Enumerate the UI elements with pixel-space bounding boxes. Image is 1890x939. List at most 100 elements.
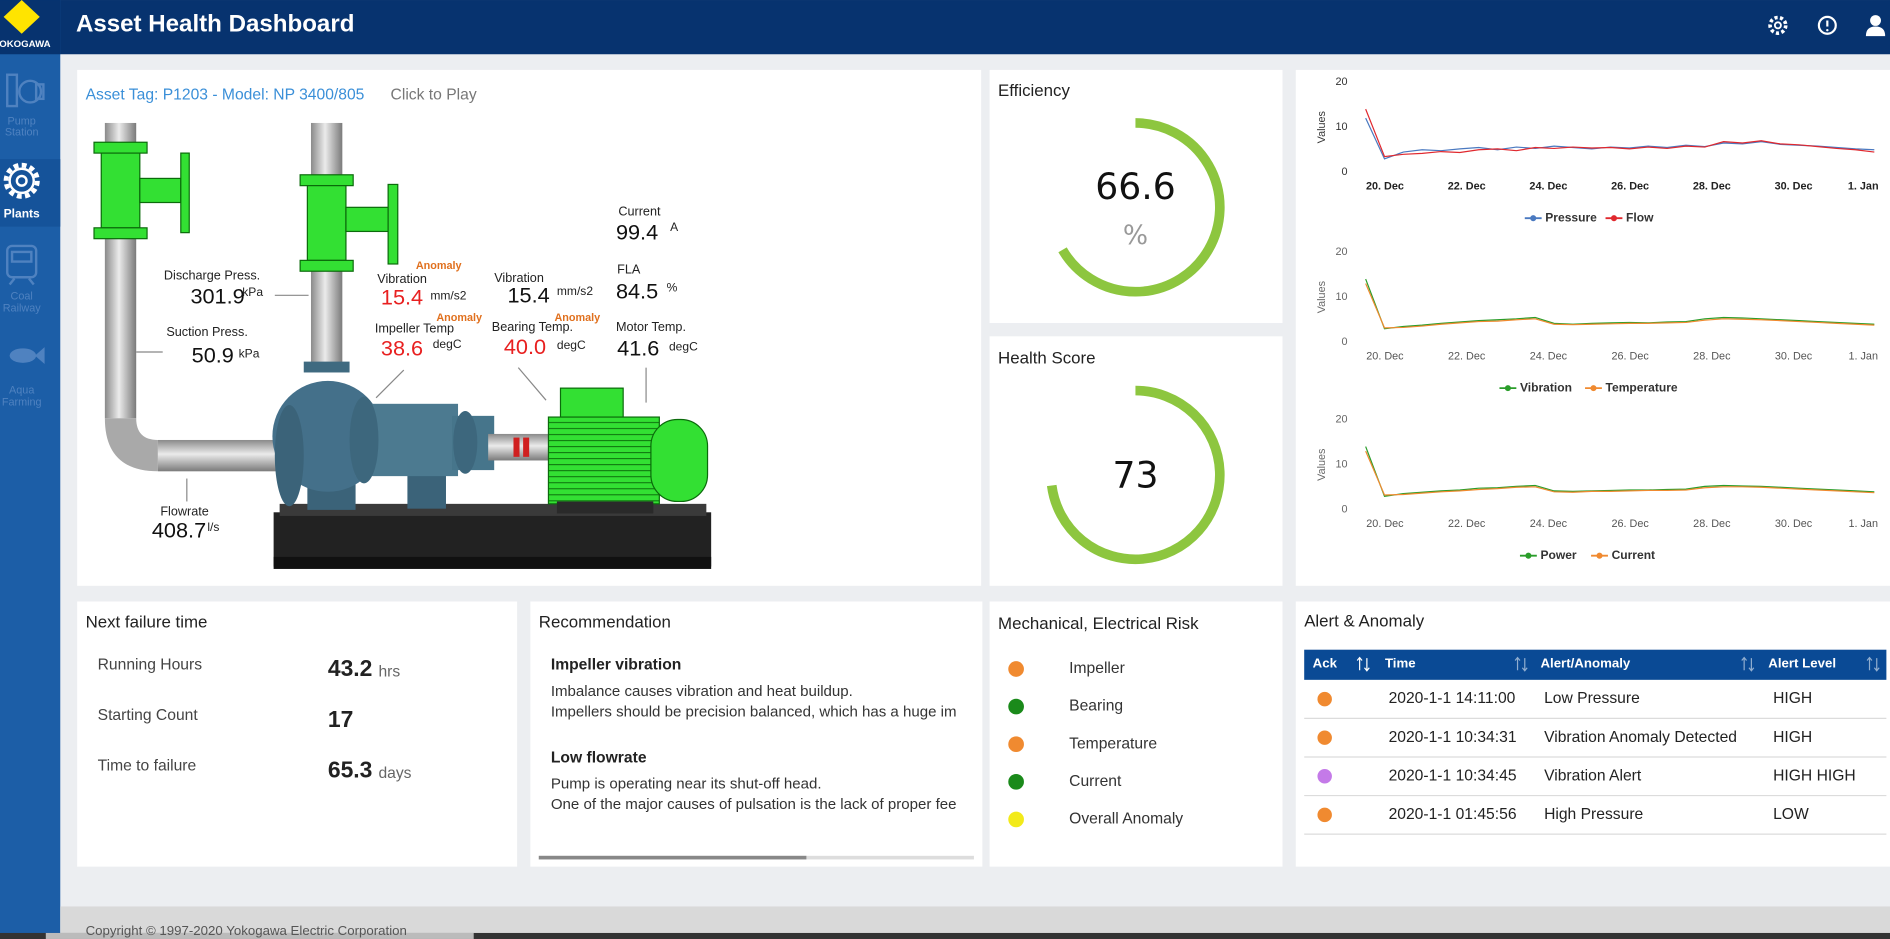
risk-label: Bearing <box>1069 698 1123 715</box>
reading-unit: degC <box>669 339 698 353</box>
nav-label[interactable]: Station <box>5 126 39 138</box>
risk-label: Impeller <box>1069 660 1125 677</box>
column-header[interactable]: Alert/Anomaly <box>1540 656 1630 671</box>
metric-label: Starting Count <box>98 707 199 724</box>
series-line <box>1365 283 1875 329</box>
sort-icon[interactable] <box>1741 656 1755 672</box>
table-cell: HIGH HIGH <box>1773 767 1856 784</box>
nav-label[interactable]: Aqua <box>9 384 35 396</box>
nav-label[interactable]: Farming <box>2 396 42 408</box>
table-header <box>1304 649 1887 680</box>
gauge-unit: % <box>1123 220 1148 251</box>
sort-icon[interactable] <box>1866 656 1880 672</box>
pump-illustration[interactable] <box>93 122 712 569</box>
legend-label[interactable]: Flow <box>1626 210 1654 224</box>
x-tick-label: 24. Dec <box>1530 518 1568 530</box>
y-tick-label: 10 <box>1336 459 1348 471</box>
alert-panel <box>1295 601 1890 867</box>
x-tick-label: 24. Dec <box>1529 181 1567 193</box>
x-tick-label: 30. Dec <box>1775 351 1813 363</box>
x-tick-label: 28. Dec <box>1693 181 1731 193</box>
panel-title: Alert & Anomaly <box>1304 611 1425 630</box>
legend-marker[interactable] <box>1530 215 1537 222</box>
reading-label: Current <box>618 205 661 219</box>
y-tick-label: 0 <box>1342 166 1348 178</box>
legend-marker[interactable] <box>1596 552 1603 559</box>
reading-unit: A <box>670 220 679 234</box>
column-header[interactable]: Ack <box>1313 656 1338 671</box>
ack-indicator[interactable] <box>1317 769 1332 784</box>
series-line <box>1365 108 1875 158</box>
asset-tag[interactable]: Asset Tag: P1203 - Model: NP 3400/805 <box>86 86 365 103</box>
logo-text: YOKOGAWA <box>0 39 51 50</box>
recommendation-panel <box>530 601 983 867</box>
panel-title: Efficiency <box>998 81 1070 100</box>
reading-value: 99.4 <box>616 220 658 245</box>
nav-label[interactable]: Plants <box>4 207 40 221</box>
nav-label[interactable]: Railway <box>3 302 41 314</box>
legend-label[interactable]: Pressure <box>1545 210 1597 224</box>
reading-unit: kPa <box>239 347 260 361</box>
failure-panel <box>77 601 518 867</box>
risk-label: Current <box>1069 773 1122 790</box>
ack-indicator[interactable] <box>1317 730 1332 745</box>
x-tick-label: 1. Jan <box>1848 351 1878 363</box>
x-tick-label: 26. Dec <box>1611 181 1649 193</box>
table-cell: Vibration Alert <box>1544 767 1642 784</box>
series-line <box>1365 450 1875 496</box>
legend-marker[interactable] <box>1590 385 1597 392</box>
info-icon[interactable] <box>1817 15 1837 35</box>
recommendation-text: Impellers should be precision balanced, … <box>551 703 957 720</box>
user-icon[interactable] <box>1865 15 1886 37</box>
table-cell: 2020-1-1 01:45:56 <box>1389 806 1517 823</box>
reading-unit: % <box>667 280 678 294</box>
legend-marker[interactable] <box>1525 552 1532 559</box>
legend-label[interactable]: Vibration <box>1520 380 1572 394</box>
panel-title: Recommendation <box>539 613 671 632</box>
legend-label[interactable]: Power <box>1540 548 1576 562</box>
column-header[interactable]: Time <box>1385 656 1416 671</box>
table-cell: LOW <box>1773 806 1809 823</box>
efficiency-panel <box>989 69 1283 324</box>
reading-label: Vibration <box>494 271 544 285</box>
x-tick-label: 30. Dec <box>1775 181 1813 193</box>
metric-unit: days <box>378 765 411 782</box>
reading-unit: mm/s2 <box>557 284 593 298</box>
footer-text: Copyright © 1997-2020 Yokogawa Electric … <box>86 923 407 938</box>
settings-icon[interactable] <box>1768 15 1788 35</box>
panel-title: Health Score <box>998 349 1095 368</box>
y-tick-label: 0 <box>1342 336 1348 348</box>
legend-marker[interactable] <box>1610 215 1617 222</box>
ack-indicator[interactable] <box>1317 807 1332 823</box>
recommendation-heading: Impeller vibration <box>551 657 682 674</box>
sort-icon[interactable] <box>1514 656 1528 672</box>
panel-title: Next failure time <box>86 613 208 632</box>
reading-value: 84.5 <box>616 279 658 304</box>
play-button[interactable]: Click to Play <box>391 86 477 103</box>
y-tick-label: 10 <box>1336 121 1348 133</box>
y-axis-title: Values <box>1316 448 1328 481</box>
reading-label: Vibration <box>377 272 427 286</box>
table-cell: Low Pressure <box>1544 690 1640 707</box>
y-tick-label: 10 <box>1336 291 1348 303</box>
recommendation-text: One of the major causes of pulsation is … <box>551 796 957 813</box>
scroll-thumb[interactable] <box>538 855 807 860</box>
header-bar <box>0 0 1890 55</box>
legend-marker[interactable] <box>1504 385 1511 392</box>
risk-indicator <box>1008 698 1024 715</box>
x-tick-label: 1. Jan <box>1848 181 1879 193</box>
y-axis-title: Values <box>1316 110 1328 143</box>
nav-label[interactable]: Pump <box>8 116 36 128</box>
legend-label[interactable]: Current <box>1612 548 1656 562</box>
reading-unit: mm/s2 <box>430 289 466 303</box>
nav-label[interactable]: Coal <box>11 290 33 302</box>
anomaly-flag: Anomaly <box>436 312 482 324</box>
legend-label[interactable]: Temperature <box>1606 380 1678 394</box>
sort-icon[interactable] <box>1356 656 1370 672</box>
ack-indicator[interactable] <box>1317 691 1332 707</box>
table-cell: 2020-1-1 14:11:00 <box>1389 690 1516 707</box>
gauge-value: 66.6 <box>1095 165 1176 208</box>
metric-value: 43.2 <box>328 655 373 681</box>
column-header[interactable]: Alert Level <box>1768 656 1836 671</box>
